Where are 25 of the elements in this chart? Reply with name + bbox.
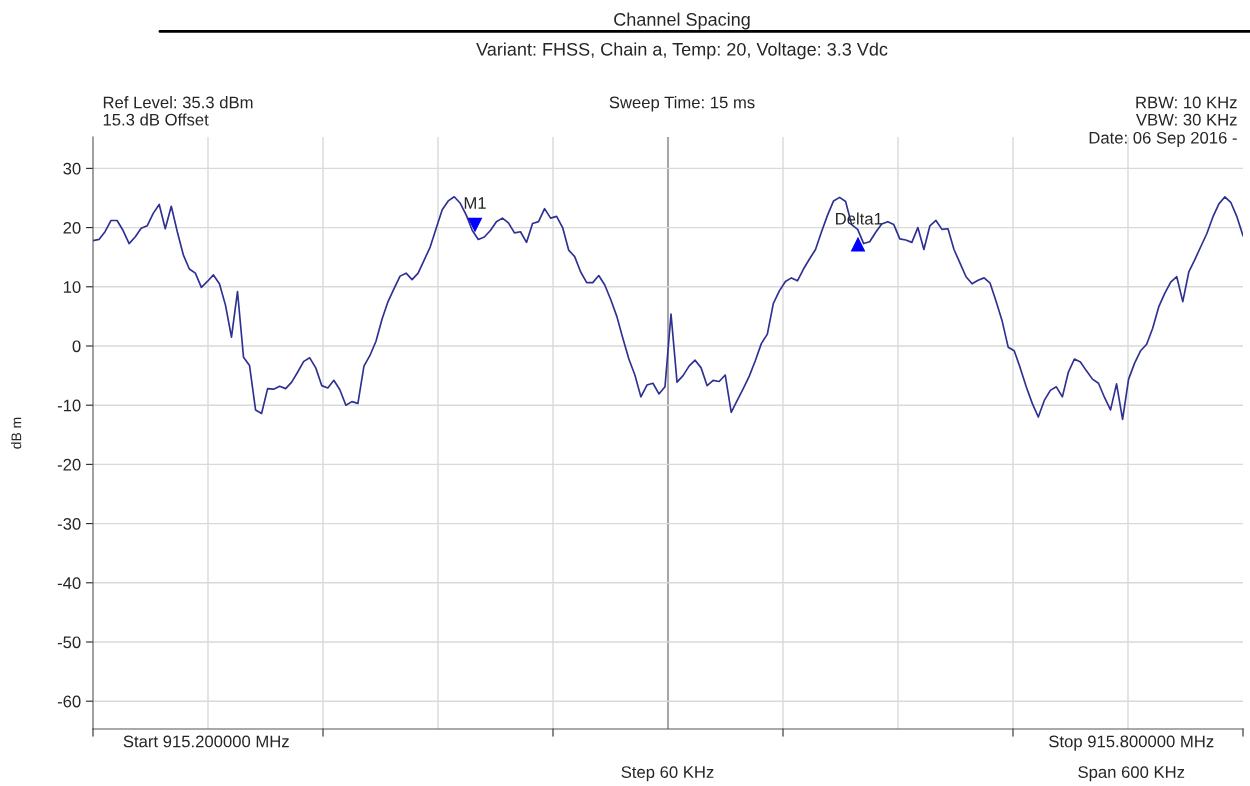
y-tick-label: -40 [57, 577, 81, 589]
y-tick-label: -50 [57, 636, 81, 649]
text: Stop 915.800000 MHz [1049, 735, 1214, 751]
annotation: M1 [464, 197, 486, 209]
annotation: Date: 06 Sep 2016 - [1089, 131, 1237, 147]
text: Sweep Time: 15 ms [609, 96, 755, 112]
y-tick-label: 10 [63, 281, 81, 293]
y-axis-title: dB m [11, 417, 22, 449]
text: RBW: 10 KHz [1136, 96, 1237, 109]
y-tick-label: 0 [72, 340, 81, 353]
text: Span 600 KHz [1078, 766, 1185, 782]
y-tick-label: -10 [57, 399, 81, 412]
y-tick-label: -20 [57, 458, 81, 471]
line-series [93, 195, 1243, 421]
text: Step 60 KHz [621, 766, 714, 782]
y-tick-label: 20 [63, 221, 81, 234]
y-tick-label: -60 [57, 695, 81, 708]
text: Start 915.200000 MHz [123, 735, 289, 748]
chart-subtitle: Variant: FHSS, Chain a, Temp: 20, Voltage: 3.3 Vdc [476, 42, 888, 60]
y-tick-label: -30 [57, 517, 81, 530]
text: 15.3 dB Offset [103, 113, 209, 126]
chart-title: Channel Spacing [614, 12, 750, 30]
text: Ref Level: 35.3 dBm [103, 96, 253, 109]
y-tick-label: 30 [63, 162, 81, 175]
text: VBW: 30 KHz [1135, 113, 1237, 126]
